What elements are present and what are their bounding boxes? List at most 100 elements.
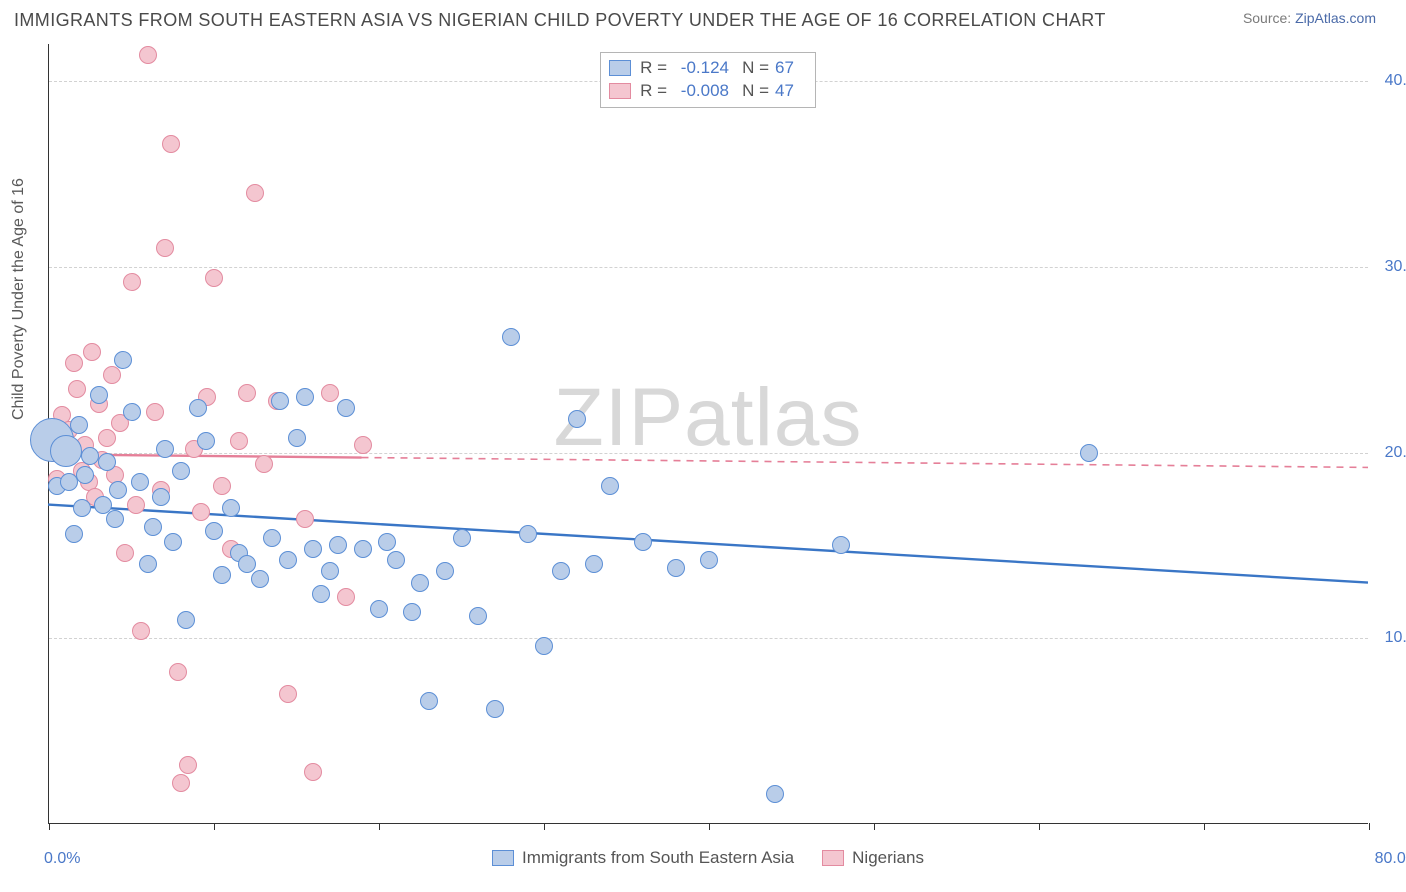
data-point [109,481,127,499]
data-point [766,785,784,803]
swatch-b-icon [609,83,631,99]
data-point [246,184,264,202]
data-point [156,239,174,257]
data-point [152,488,170,506]
data-point [251,570,269,588]
data-point [321,562,339,580]
data-point [321,384,339,402]
data-point [469,607,487,625]
x-axis-max-label: 80.0% [1375,850,1406,868]
data-point [337,588,355,606]
data-point [156,440,174,458]
data-point [222,499,240,517]
data-point [205,269,223,287]
data-point [116,544,134,562]
data-point [205,522,223,540]
data-point [197,432,215,450]
data-point [139,555,157,573]
data-point [238,384,256,402]
y-tick-label: 30.0% [1385,258,1406,276]
data-point [296,388,314,406]
data-point [50,435,82,467]
x-tick [1369,823,1370,830]
data-point [304,540,322,558]
data-point [304,763,322,781]
x-tick [1204,823,1205,830]
data-point [81,447,99,465]
data-point [146,403,164,421]
data-point [667,559,685,577]
legend-row-b: R = -0.008 N = 47 [609,80,805,103]
data-point [123,273,141,291]
y-tick-label: 40.0% [1385,72,1406,90]
r-value-a: -0.124 [673,57,733,80]
data-point [354,436,372,454]
x-tick [379,823,380,830]
data-point [213,566,231,584]
data-point [169,663,187,681]
data-point [354,540,372,558]
gridline [49,267,1368,268]
y-tick-label: 10.0% [1385,629,1406,647]
x-tick [874,823,875,830]
x-tick [214,823,215,830]
y-axis-label: Child Poverty Under the Age of 16 [10,178,28,420]
data-point [68,380,86,398]
data-point [552,562,570,580]
n-value-b: 47 [775,80,805,103]
data-point [403,603,421,621]
chart-title: IMMIGRANTS FROM SOUTH EASTERN ASIA VS NI… [14,10,1106,31]
data-point [179,756,197,774]
data-point [255,455,273,473]
data-point [131,473,149,491]
data-point [436,562,454,580]
data-point [103,366,121,384]
data-point [312,585,330,603]
data-point [127,496,145,514]
data-point [634,533,652,551]
legend-row-a: R = -0.124 N = 67 [609,57,805,80]
data-point [114,351,132,369]
data-point [98,453,116,471]
swatch-b-icon [822,850,844,866]
data-point [271,392,289,410]
data-point [177,611,195,629]
data-point [263,529,281,547]
r-value-b: -0.008 [673,80,733,103]
legend-item-a: Immigrants from South Eastern Asia [492,848,794,868]
data-point [420,692,438,710]
data-point [83,343,101,361]
data-point [106,510,124,528]
chart-plot: ZIPatlas R = -0.124 N = 67 R = -0.008 N … [48,44,1368,824]
data-point [98,429,116,447]
x-tick [1039,823,1040,830]
data-point [70,416,88,434]
gridline [49,638,1368,639]
data-point [411,574,429,592]
data-point [164,533,182,551]
data-point [172,462,190,480]
data-point [132,622,150,640]
data-point [60,473,78,491]
x-tick [49,823,50,830]
data-point [502,328,520,346]
data-point [329,536,347,554]
correlation-legend: R = -0.124 N = 67 R = -0.008 N = 47 [600,52,816,108]
source-attribution: Source: ZipAtlas.com [1243,10,1376,26]
data-point [139,46,157,64]
legend-item-b: Nigerians [822,848,924,868]
data-point [162,135,180,153]
data-point [279,551,297,569]
y-tick-label: 20.0% [1385,444,1406,462]
data-point [378,533,396,551]
swatch-a-icon [609,60,631,76]
source-link[interactable]: ZipAtlas.com [1295,10,1376,26]
data-point [601,477,619,495]
data-point [65,525,83,543]
data-point [279,685,297,703]
data-point [568,410,586,428]
x-tick [544,823,545,830]
data-point [486,700,504,718]
data-point [370,600,388,618]
data-point [700,551,718,569]
